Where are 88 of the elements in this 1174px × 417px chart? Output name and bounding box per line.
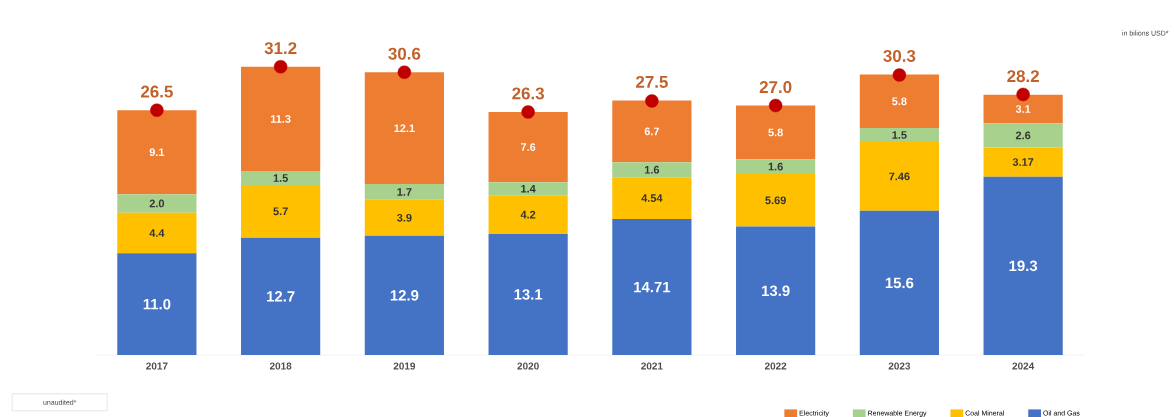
x-tick-label: 2019 xyxy=(393,362,416,370)
bar xyxy=(117,212,197,254)
data-label: 12.1 xyxy=(394,124,415,132)
bar xyxy=(364,184,444,200)
bar xyxy=(241,66,321,172)
bar xyxy=(488,233,568,355)
x-tick-label: 2020 xyxy=(517,362,539,370)
bar xyxy=(736,173,816,227)
total-label: 26.3 xyxy=(512,87,544,100)
data-label: 5.8 xyxy=(768,128,783,137)
data-label: 13.9 xyxy=(762,285,790,297)
point xyxy=(892,68,907,82)
data-label: 12.9 xyxy=(390,290,419,301)
data-label: 19.3 xyxy=(1009,260,1038,272)
data-label: 9.1 xyxy=(149,148,165,157)
bar xyxy=(983,176,1063,355)
bar xyxy=(983,123,1063,148)
bar xyxy=(859,74,939,129)
data-label: 1.5 xyxy=(273,174,288,182)
total-label: 31.2 xyxy=(264,42,297,55)
x-tick-label: 2022 xyxy=(764,362,787,370)
bar xyxy=(612,177,692,220)
total-label: 30.3 xyxy=(883,49,916,62)
data-label: 13.1 xyxy=(514,289,543,300)
x-tick-label: 2021 xyxy=(641,362,663,370)
data-label: 2.0 xyxy=(149,199,165,208)
point xyxy=(273,60,288,74)
data-label: 3.1 xyxy=(1015,105,1031,113)
bar xyxy=(736,226,816,355)
bar xyxy=(488,111,568,183)
total-label: 28.2 xyxy=(1007,70,1039,83)
point xyxy=(397,65,412,79)
data-label: 2.6 xyxy=(1015,131,1031,140)
data-label: 4.2 xyxy=(520,210,536,219)
data-label: 1.6 xyxy=(768,162,783,171)
data-label: 15.6 xyxy=(885,277,914,289)
total-label: 27.5 xyxy=(635,75,668,88)
bar xyxy=(736,159,816,174)
data-label: 1.4 xyxy=(521,184,536,193)
data-label: 5.7 xyxy=(273,207,288,216)
bar xyxy=(612,162,692,178)
bar xyxy=(612,100,692,163)
x-tick-label: 2023 xyxy=(888,362,911,370)
point xyxy=(150,103,164,117)
total-label: 27.0 xyxy=(759,81,792,94)
x-tick-label: 2017 xyxy=(146,362,168,370)
bar xyxy=(736,105,816,160)
bar xyxy=(859,141,939,211)
bar xyxy=(364,235,444,355)
data-label: 12.7 xyxy=(267,291,295,302)
bar xyxy=(117,194,197,213)
bar xyxy=(983,94,1063,124)
bar xyxy=(364,72,444,185)
data-label: 3.17 xyxy=(1012,158,1034,166)
data-label: 1.7 xyxy=(397,188,412,196)
data-label: 5.69 xyxy=(765,196,786,205)
data-label: 4.4 xyxy=(149,229,165,237)
bar xyxy=(117,253,197,355)
data-label: 4.54 xyxy=(641,194,663,202)
total-label: 30.6 xyxy=(388,47,421,60)
data-label: 14.71 xyxy=(634,281,671,293)
data-label: 11.3 xyxy=(270,115,291,123)
data-label: 7.46 xyxy=(889,172,910,181)
bar xyxy=(612,219,692,355)
bar xyxy=(241,184,321,238)
point xyxy=(1016,87,1030,102)
data-label: 7.6 xyxy=(520,143,536,151)
bar xyxy=(859,128,939,142)
total-label: 26.5 xyxy=(140,85,173,98)
bar xyxy=(241,171,321,185)
data-label: 1.6 xyxy=(644,165,660,174)
bar xyxy=(488,195,568,234)
data-label: 11.0 xyxy=(143,298,171,310)
data-label: 6.7 xyxy=(644,127,660,136)
x-tick-label: 2018 xyxy=(269,362,292,370)
bar xyxy=(364,199,444,236)
point xyxy=(645,94,659,108)
bar xyxy=(488,182,568,196)
data-label: 3.9 xyxy=(397,213,412,222)
point xyxy=(521,105,535,119)
bar xyxy=(117,110,197,195)
x-tick-label: 2024 xyxy=(1012,362,1035,370)
point xyxy=(768,98,783,113)
bar xyxy=(241,237,321,355)
data-label: 5.8 xyxy=(892,97,907,106)
bar xyxy=(983,147,1063,177)
bar xyxy=(859,210,939,355)
data-label: 1.5 xyxy=(892,131,907,139)
